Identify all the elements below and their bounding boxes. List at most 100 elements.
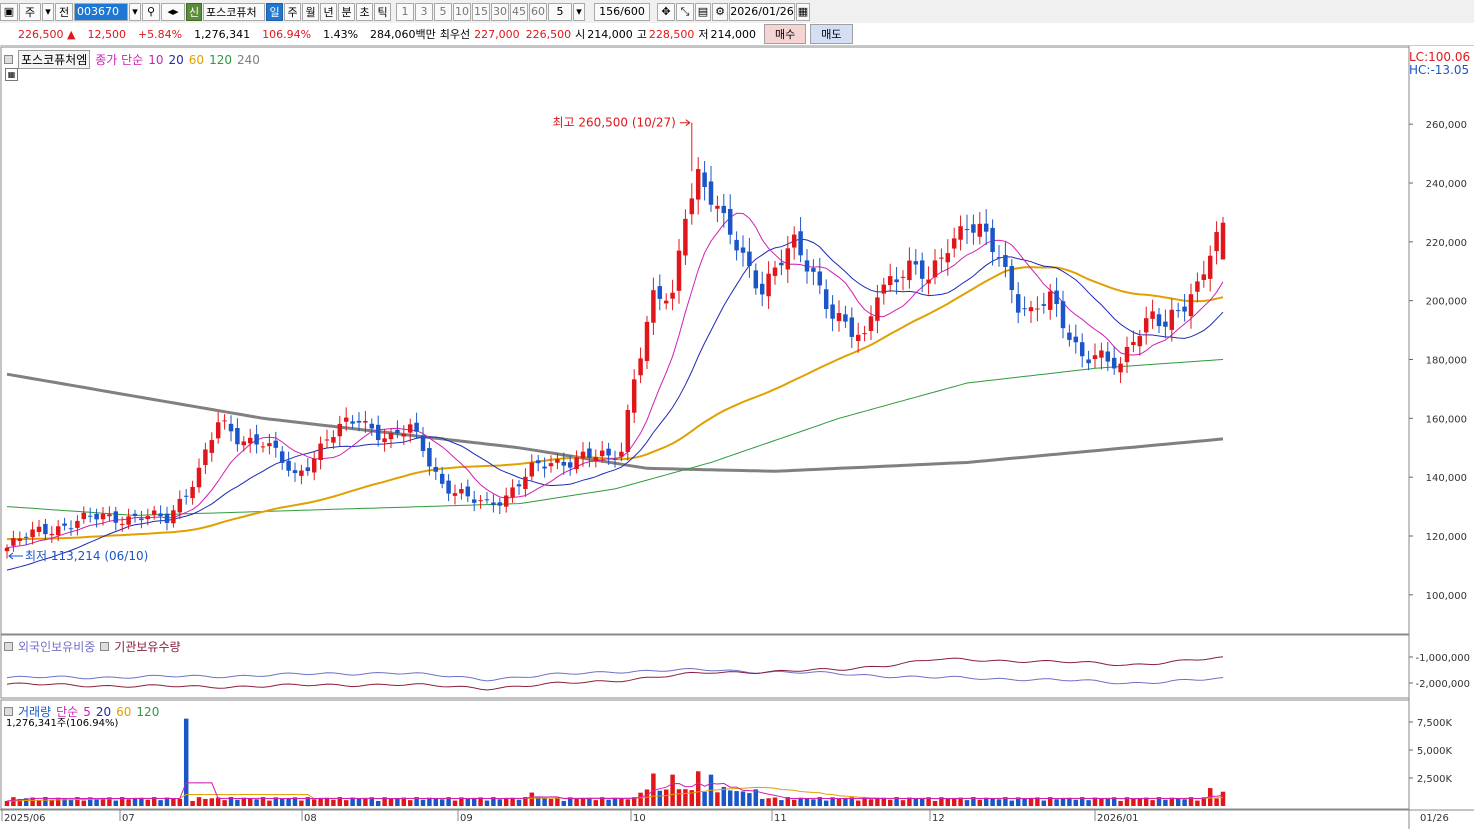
volume-bar-179 <box>1150 800 1155 806</box>
volume-bar-22 <box>145 799 151 806</box>
volume-bar-46 <box>299 800 304 806</box>
candle-189 <box>1214 221 1219 265</box>
data-count-field[interactable]: 156/600 <box>594 2 650 21</box>
interval-tab-30[interactable]: 30 <box>491 2 509 21</box>
interval-select[interactable]: 5 <box>548 2 572 21</box>
volume-bar-94 <box>606 799 611 806</box>
interval-tab-1[interactable]: 1 <box>396 2 414 21</box>
period-tab-1[interactable]: 주 <box>284 2 301 21</box>
volume-bar-164 <box>1054 799 1059 806</box>
prefix-button[interactable]: 전 <box>55 2 73 21</box>
institution-holding-label: 기관보유수량 <box>114 640 181 654</box>
speaker-icon[interactable]: ◂▸ <box>161 2 185 21</box>
candle-61 <box>395 420 400 439</box>
candle-132 <box>849 307 855 348</box>
period-tab-3[interactable]: 년 <box>320 2 337 21</box>
candle-123 <box>791 226 797 260</box>
interval-tab-10[interactable]: 10 <box>453 2 471 21</box>
gear-icon[interactable]: ⚙ <box>712 2 728 21</box>
volume-bar-132 <box>849 797 855 806</box>
candle-54 <box>350 415 355 429</box>
volume-bar-44 <box>286 798 291 806</box>
volume-bar-64 <box>414 797 419 806</box>
crosshair-icon[interactable]: ⤡ <box>676 2 694 21</box>
candle-28 <box>183 489 189 505</box>
volume-bar-84 <box>542 798 547 806</box>
max-arrow-icon <box>679 119 691 127</box>
volume-bar-141 <box>907 797 912 806</box>
chart-grid-toggle-icon[interactable]: ▦ <box>5 68 23 81</box>
indicator-toggle-icon[interactable] <box>4 55 13 64</box>
volume-bar-139 <box>894 797 899 806</box>
candle-91 <box>587 441 592 468</box>
interval-tab-5[interactable]: 5 <box>434 2 452 21</box>
sell-button[interactable]: 매도 <box>810 24 853 44</box>
interval-tab-45[interactable]: 45 <box>510 2 528 21</box>
volume-bar-178 <box>1143 797 1149 806</box>
volume-bar-53 <box>343 800 349 806</box>
legend-vol-ma-5: 5 <box>83 704 91 719</box>
stock-chart[interactable]: 260,000 240,000 220,000 200,000 180,000 160,0… <box>0 46 1474 829</box>
volume-bar-97 <box>625 799 631 806</box>
candle-10 <box>68 520 74 536</box>
volume-legend: 거래량 단순 5 20 60 120 <box>4 703 164 720</box>
period-tab-6[interactable]: 틱 <box>374 2 391 21</box>
candle-55 <box>356 412 362 432</box>
volume-bar-140 <box>900 800 906 806</box>
volume-bar-131 <box>843 798 848 806</box>
candle-24 <box>158 505 163 524</box>
x-tick-label-6: 12 <box>932 813 945 824</box>
candle-118 <box>759 271 765 307</box>
period-tab-5[interactable]: 초 <box>356 2 373 21</box>
candle-190 <box>1220 216 1226 260</box>
market-select[interactable]: 주 <box>19 2 41 21</box>
market-dropdown-icon[interactable]: ▾ <box>42 2 54 21</box>
search-icon[interactable]: ⚲ <box>142 2 160 21</box>
volume-bar-78 <box>503 797 509 806</box>
volume-bar-41 <box>267 800 272 806</box>
high-label: 고 <box>636 28 647 41</box>
stock-code-input[interactable]: 003670 <box>74 2 128 21</box>
interval-tab-3[interactable]: 3 <box>415 2 433 21</box>
interval-tab-15[interactable]: 15 <box>472 2 490 21</box>
period-tab-0[interactable]: 일 <box>266 2 283 21</box>
candle-130 <box>836 300 842 332</box>
date-field[interactable]: 2026/01/26 <box>729 2 795 21</box>
volume-bar-102 <box>657 790 663 806</box>
volume-bar-10 <box>68 799 74 806</box>
candle-22 <box>145 508 151 526</box>
candle-48 <box>311 451 317 481</box>
window-icon[interactable]: ▣ <box>0 2 18 21</box>
candle-110 <box>708 165 714 212</box>
candle-8 <box>55 520 61 542</box>
ownership-toggle-icon[interactable] <box>4 642 13 651</box>
buy-button[interactable]: 매수 <box>764 24 807 44</box>
period-tab-4[interactable]: 분 <box>338 2 355 21</box>
candle-175 <box>1124 336 1130 374</box>
candle-36 <box>235 418 240 452</box>
volume-toggle-icon[interactable] <box>4 707 13 716</box>
stock-name-field[interactable]: 포스코퓨처 <box>203 2 265 21</box>
candle-148 <box>951 227 957 258</box>
candle-136 <box>875 284 880 334</box>
volume-bar-88 <box>567 797 573 806</box>
volume-bar-101 <box>651 773 656 806</box>
interval-tab-60[interactable]: 60 <box>529 2 547 21</box>
volume-bar-60 <box>388 798 394 806</box>
inst-toggle-icon[interactable] <box>100 642 110 651</box>
code-dropdown-icon[interactable]: ▾ <box>129 2 141 21</box>
calendar-icon[interactable]: ▦ <box>796 2 810 21</box>
volume-now: 1,276,341주(106.94%) <box>6 718 119 729</box>
period-tab-2[interactable]: 월 <box>302 2 319 21</box>
volume-bar-142 <box>913 798 919 806</box>
cursor-icon[interactable]: ✥ <box>657 2 675 21</box>
volume-bar-65 <box>420 799 426 806</box>
volume-bar-49 <box>318 797 323 806</box>
candle-17 <box>113 506 119 531</box>
volume-ma-label: 단순 <box>56 705 79 719</box>
y-tick-label-4: 180,000 <box>1426 356 1467 367</box>
foreign-ownership-line <box>6 667 1224 685</box>
interval-dropdown-icon[interactable]: ▾ <box>573 2 585 21</box>
save-icon[interactable]: ▤ <box>695 2 711 21</box>
candle-20 <box>132 509 138 523</box>
